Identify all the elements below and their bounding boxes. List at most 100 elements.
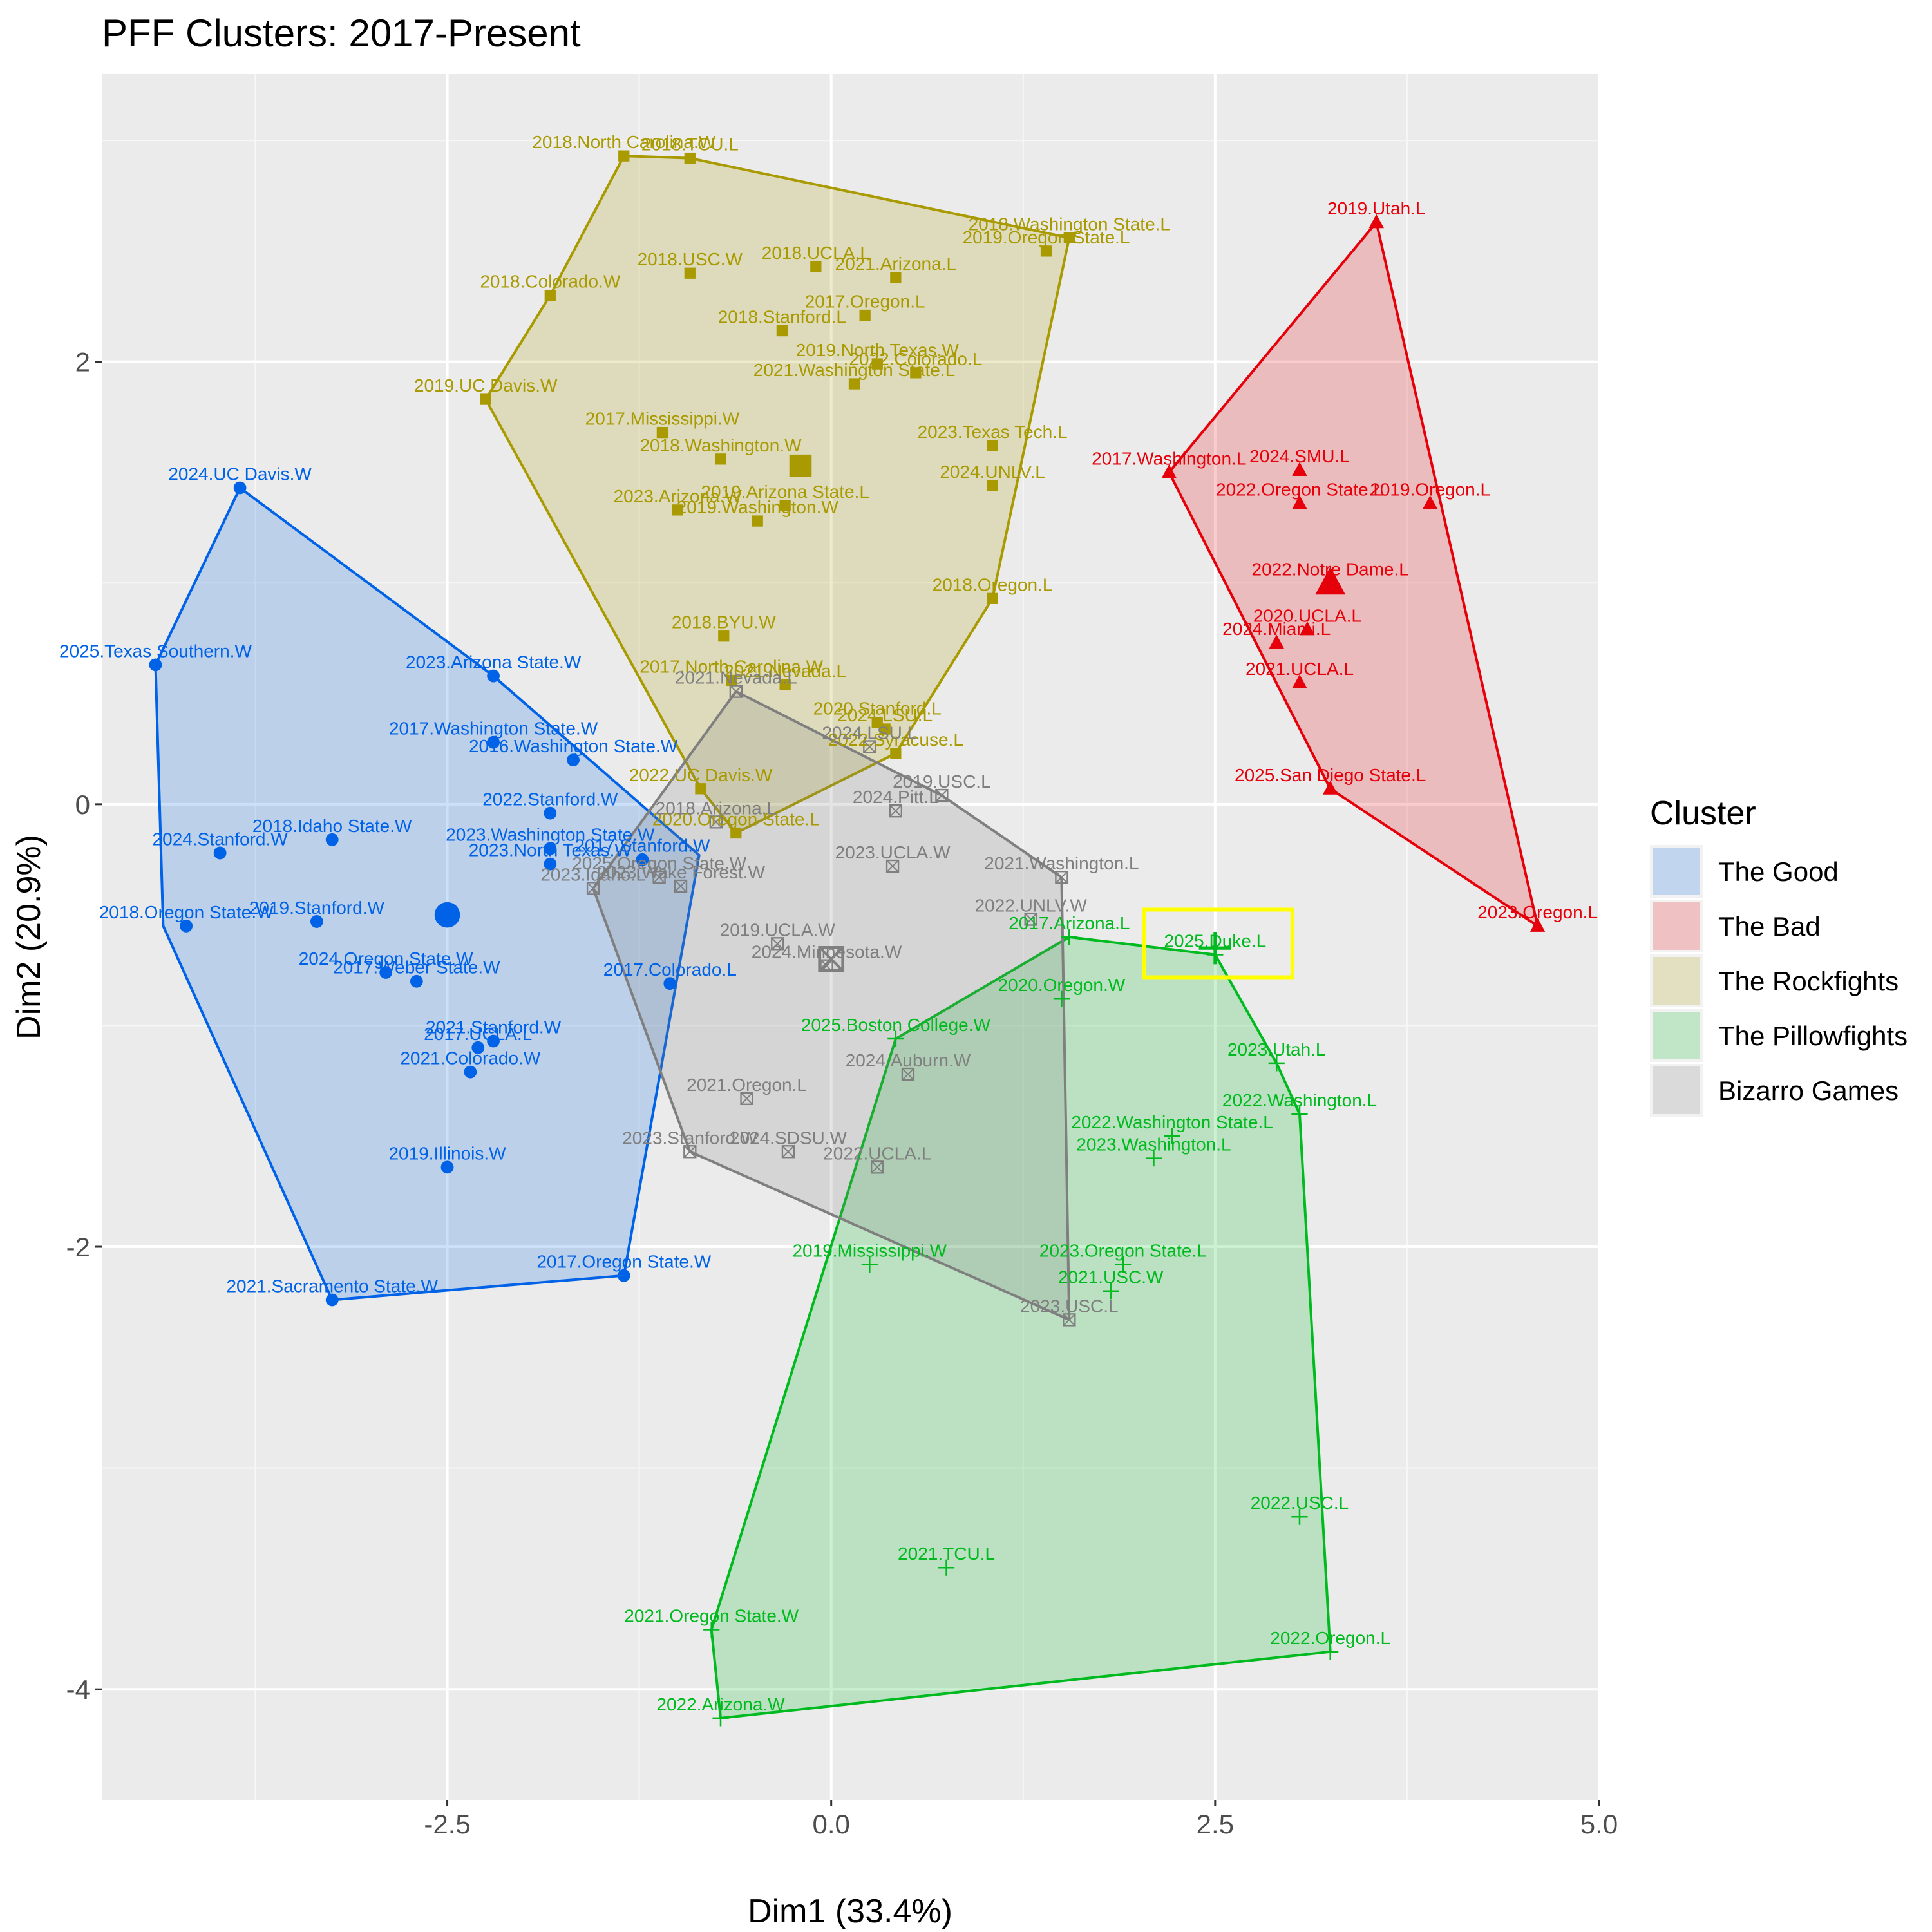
data-point <box>1103 1283 1119 1300</box>
point-label: 2018.Idaho State.W <box>252 816 412 836</box>
point-label: 2022.UCLA.L <box>823 1143 931 1163</box>
point-label: 2025.Texas Southern.W <box>59 641 252 661</box>
data-point <box>1061 929 1077 945</box>
data-point <box>871 1160 884 1174</box>
data-point <box>935 788 949 802</box>
data-point <box>1291 1106 1308 1122</box>
point-label: 2025.Oregon State.W <box>572 853 746 873</box>
point-label: 2023.Stanford.W <box>622 1128 758 1148</box>
legend-key-bg <box>1650 1009 1703 1062</box>
point-label: 2023.Wake Forest.W <box>596 862 766 882</box>
data-point <box>726 674 737 687</box>
point-label: 2022.UC Davis.W <box>629 765 773 785</box>
data-point <box>487 735 500 749</box>
data-point <box>464 1065 477 1079</box>
point-label: 2023.UCLA.W <box>835 842 951 862</box>
y-tick-label: -4 <box>66 1674 90 1705</box>
cluster-centroid <box>434 902 460 928</box>
point-label: 2018.Colorado.W <box>480 272 620 292</box>
point-label: 2022.Oregon.L <box>1270 1628 1390 1648</box>
point-label: 2021.Washington.L <box>984 853 1139 873</box>
data-point <box>1040 245 1052 257</box>
point-label: 2024.Minnesota.W <box>752 942 902 962</box>
legend-label: The Rockfights <box>1718 966 1899 996</box>
data-point <box>910 367 922 379</box>
point-label: 2018.North Carolina.W <box>532 132 715 152</box>
data-point <box>859 309 871 321</box>
point-label: 2023.Washington State.W <box>446 825 655 845</box>
point-label: 2018.Washington.W <box>639 435 802 455</box>
data-point <box>674 879 688 893</box>
data-point <box>938 1559 955 1576</box>
point-label: 2024.UC Davis.W <box>168 464 312 484</box>
y-tick-label: -2 <box>66 1232 90 1262</box>
data-point <box>663 977 677 990</box>
point-label: 2023.Oregon.L <box>1477 902 1598 922</box>
x-tick-label: 5.0 <box>1580 1809 1618 1839</box>
data-point <box>180 919 193 933</box>
point-label: 2021.Oregon.L <box>687 1075 807 1095</box>
data-point <box>709 815 723 829</box>
data-point <box>781 1145 795 1159</box>
point-label: 2024.Oregon State.W <box>299 949 473 969</box>
data-point <box>1530 918 1546 932</box>
data-point <box>1053 990 1070 1007</box>
y-tick-label: 0 <box>75 790 90 820</box>
point-label: 2024.Pitt.L <box>853 787 939 807</box>
data-point <box>740 1092 753 1105</box>
data-point <box>684 152 696 164</box>
cluster-centroid <box>789 454 812 477</box>
point-label: 2017.Stanford.W <box>574 836 710 856</box>
point-label: 2023.Utah.L <box>1227 1039 1326 1059</box>
data-point <box>1024 913 1037 926</box>
point-label: 2023.Oregon State.L <box>1039 1241 1207 1261</box>
point-label: 2021.Oregon State.W <box>624 1605 799 1625</box>
data-point <box>1322 1643 1339 1660</box>
data-point <box>848 378 860 390</box>
point-label: 2021.Colorado.W <box>400 1048 540 1068</box>
data-point <box>730 827 742 839</box>
y-axis-title: Dim2 (20.9%) <box>10 835 48 1039</box>
point-label: 2017.UCLA.L <box>424 1024 532 1044</box>
point-label: 2021.Washington State.L <box>753 360 955 380</box>
data-point <box>703 1621 720 1638</box>
point-label: 2019.USC.L <box>893 772 991 791</box>
legend-key <box>1653 957 1700 1005</box>
point-label: 2018.TCU.L <box>641 135 739 155</box>
point-label: 2021.Arizona.L <box>835 254 956 274</box>
data-point <box>715 453 726 465</box>
point-label: 2018.BYU.W <box>672 612 776 632</box>
point-label: 2017.Washington.L <box>1092 448 1246 468</box>
point-label: 2022.Arizona.W <box>656 1694 785 1714</box>
data-point <box>887 1030 904 1047</box>
cluster-hull <box>484 155 1071 835</box>
point-label: 2018.Oregon.L <box>933 574 1053 594</box>
data-point <box>544 857 557 871</box>
data-point <box>776 325 788 337</box>
data-point <box>861 1256 878 1273</box>
data-point <box>1322 781 1338 795</box>
point-label: 2017.Oregon.L <box>805 292 925 312</box>
point-label: 2023.Idaho.L <box>540 864 646 884</box>
x-tick-label: -2.5 <box>424 1809 470 1839</box>
point-label: 2021.Nevada.L <box>675 668 797 688</box>
data-point <box>379 966 393 979</box>
point-label: 2017.Mississippi.W <box>585 409 740 429</box>
point-label: 2018.UCLA.L <box>762 243 870 263</box>
data-point <box>987 592 998 604</box>
point-label: 2022.Colorado.L <box>849 349 982 369</box>
data-point <box>683 1145 697 1159</box>
point-label: 2019.Utah.L <box>1327 198 1426 218</box>
point-label: 2025.San Diego State.L <box>1235 765 1426 785</box>
data-point <box>810 261 822 272</box>
point-label: 2021.Sacramento State.W <box>226 1276 438 1296</box>
cluster-points <box>149 150 1546 1727</box>
point-label: 2024.SDSU.W <box>730 1128 848 1148</box>
point-label: 2019.UC Davis.W <box>414 375 558 395</box>
point-label: 2024.Miami.L <box>1222 619 1331 639</box>
highlight-box <box>1142 907 1294 980</box>
point-label: 2020.UCLA.L <box>1253 605 1361 625</box>
point-label: 2018.USC.W <box>638 249 743 269</box>
data-point <box>1422 495 1438 509</box>
point-label: 2019.Arizona State.L <box>701 482 869 502</box>
